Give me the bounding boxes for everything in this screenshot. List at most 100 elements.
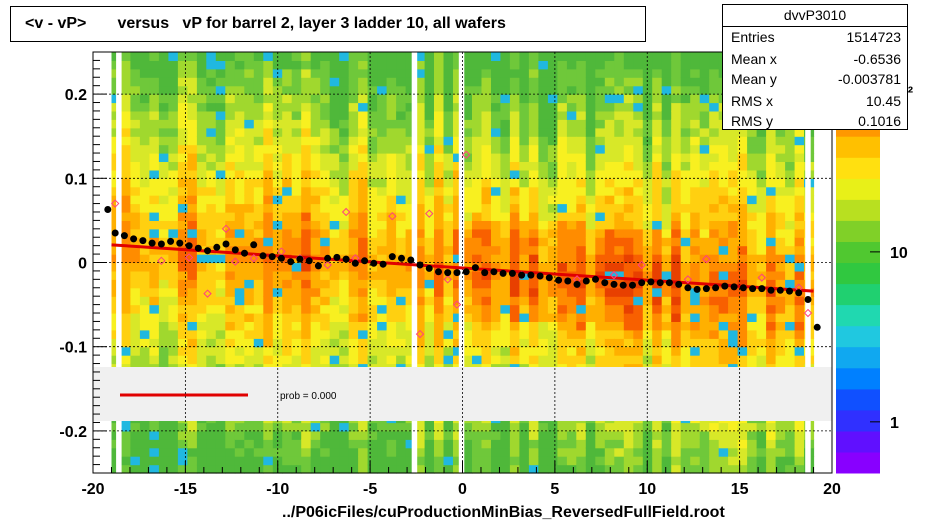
heat-cell xyxy=(396,220,407,230)
heat-cell xyxy=(472,161,483,171)
heat-cell xyxy=(642,220,653,230)
heat-cell xyxy=(320,304,331,314)
heat-cell xyxy=(396,60,407,70)
heat-cell xyxy=(234,355,245,365)
heat-cell xyxy=(519,153,530,162)
heat-cell xyxy=(595,287,606,297)
heat-cell xyxy=(149,169,160,179)
heat-cell xyxy=(329,447,340,457)
heat-cell xyxy=(747,161,758,171)
heat-cell xyxy=(434,136,445,146)
heat-cell xyxy=(244,178,255,188)
heat-cell xyxy=(557,94,568,104)
heat-cell xyxy=(690,153,701,162)
heat-cell xyxy=(187,85,198,95)
heat-cell xyxy=(642,287,653,297)
heat-cell xyxy=(557,245,568,255)
heat-cell xyxy=(718,203,729,213)
heat-cell xyxy=(614,439,625,449)
heat-cell xyxy=(196,195,207,205)
heat-cell xyxy=(585,430,596,440)
heat-cell xyxy=(671,254,682,264)
profile-marker xyxy=(592,275,599,283)
heat-cell xyxy=(149,119,160,129)
heat-cell xyxy=(794,262,805,272)
heat-cell xyxy=(509,161,520,171)
heat-cell xyxy=(633,270,644,280)
heat-cell xyxy=(576,329,587,339)
heat-cell xyxy=(377,296,388,306)
heat-cell xyxy=(225,313,236,322)
heat-cell xyxy=(434,161,445,171)
heat-cell xyxy=(196,136,207,146)
heat-cell xyxy=(443,186,454,196)
heat-cell xyxy=(595,279,606,289)
heat-cell xyxy=(386,77,397,87)
heat-cell xyxy=(566,220,577,230)
heat-cell xyxy=(139,296,150,306)
heat-cell xyxy=(547,338,558,348)
heat-cell xyxy=(728,127,739,137)
heat-cell xyxy=(301,439,312,449)
heat-cell xyxy=(623,161,634,171)
heat-cell xyxy=(158,287,169,297)
heat-cell xyxy=(415,338,426,348)
heat-cell xyxy=(604,254,615,264)
heat-cell xyxy=(519,287,530,297)
heat-cell xyxy=(747,186,758,196)
heat-cell xyxy=(661,77,672,87)
heat-cell xyxy=(196,186,207,196)
heat-cell xyxy=(405,296,416,306)
heat-cell xyxy=(728,456,739,466)
heat-cell xyxy=(263,430,274,440)
heat-cell xyxy=(500,313,511,322)
heat-cell xyxy=(538,254,549,264)
heat-cell xyxy=(557,279,568,289)
heat-cell xyxy=(434,430,445,440)
heat-cell xyxy=(291,144,302,154)
heat-cell xyxy=(234,52,245,61)
heat-cell xyxy=(585,220,596,230)
heat-cell xyxy=(139,136,150,146)
heat-cell xyxy=(775,422,786,432)
heat-cell xyxy=(320,77,331,87)
heat-cell xyxy=(519,136,530,146)
heat-cell xyxy=(424,220,435,230)
heat-cell xyxy=(576,161,587,171)
heat-cell xyxy=(481,186,492,196)
heat-cell xyxy=(680,203,691,213)
heat-cell xyxy=(690,355,701,365)
open-marker xyxy=(757,273,767,282)
heat-cell xyxy=(785,329,796,339)
heat-cell xyxy=(339,169,350,179)
heat-cell xyxy=(566,195,577,205)
heat-cell xyxy=(253,447,264,457)
heat-cell xyxy=(168,447,179,457)
heat-cell xyxy=(661,296,672,306)
heat-cell xyxy=(491,161,502,171)
heat-cell xyxy=(443,464,454,474)
heat-cell xyxy=(642,245,653,255)
heat-cell xyxy=(775,464,786,474)
heat-cell xyxy=(453,439,464,449)
heat-cell xyxy=(329,464,340,474)
heat-cell xyxy=(566,245,577,255)
heat-cell xyxy=(206,321,217,331)
heat-cell xyxy=(310,153,321,162)
heat-cell xyxy=(652,237,663,247)
heat-cell xyxy=(785,245,796,255)
heat-cell xyxy=(604,144,615,154)
heat-cell xyxy=(699,85,710,95)
heat-cell xyxy=(728,304,739,314)
heat-cell xyxy=(585,203,596,213)
heat-cell xyxy=(756,237,767,247)
heat-cell xyxy=(785,346,796,356)
heat-cell xyxy=(538,321,549,331)
heat-cell xyxy=(453,313,464,322)
heat-cell xyxy=(453,186,464,196)
heat-cell xyxy=(623,287,634,297)
heat-cell xyxy=(253,439,264,449)
heat-cell xyxy=(225,203,236,213)
heat-cell xyxy=(766,355,777,365)
heat-cell xyxy=(585,144,596,154)
